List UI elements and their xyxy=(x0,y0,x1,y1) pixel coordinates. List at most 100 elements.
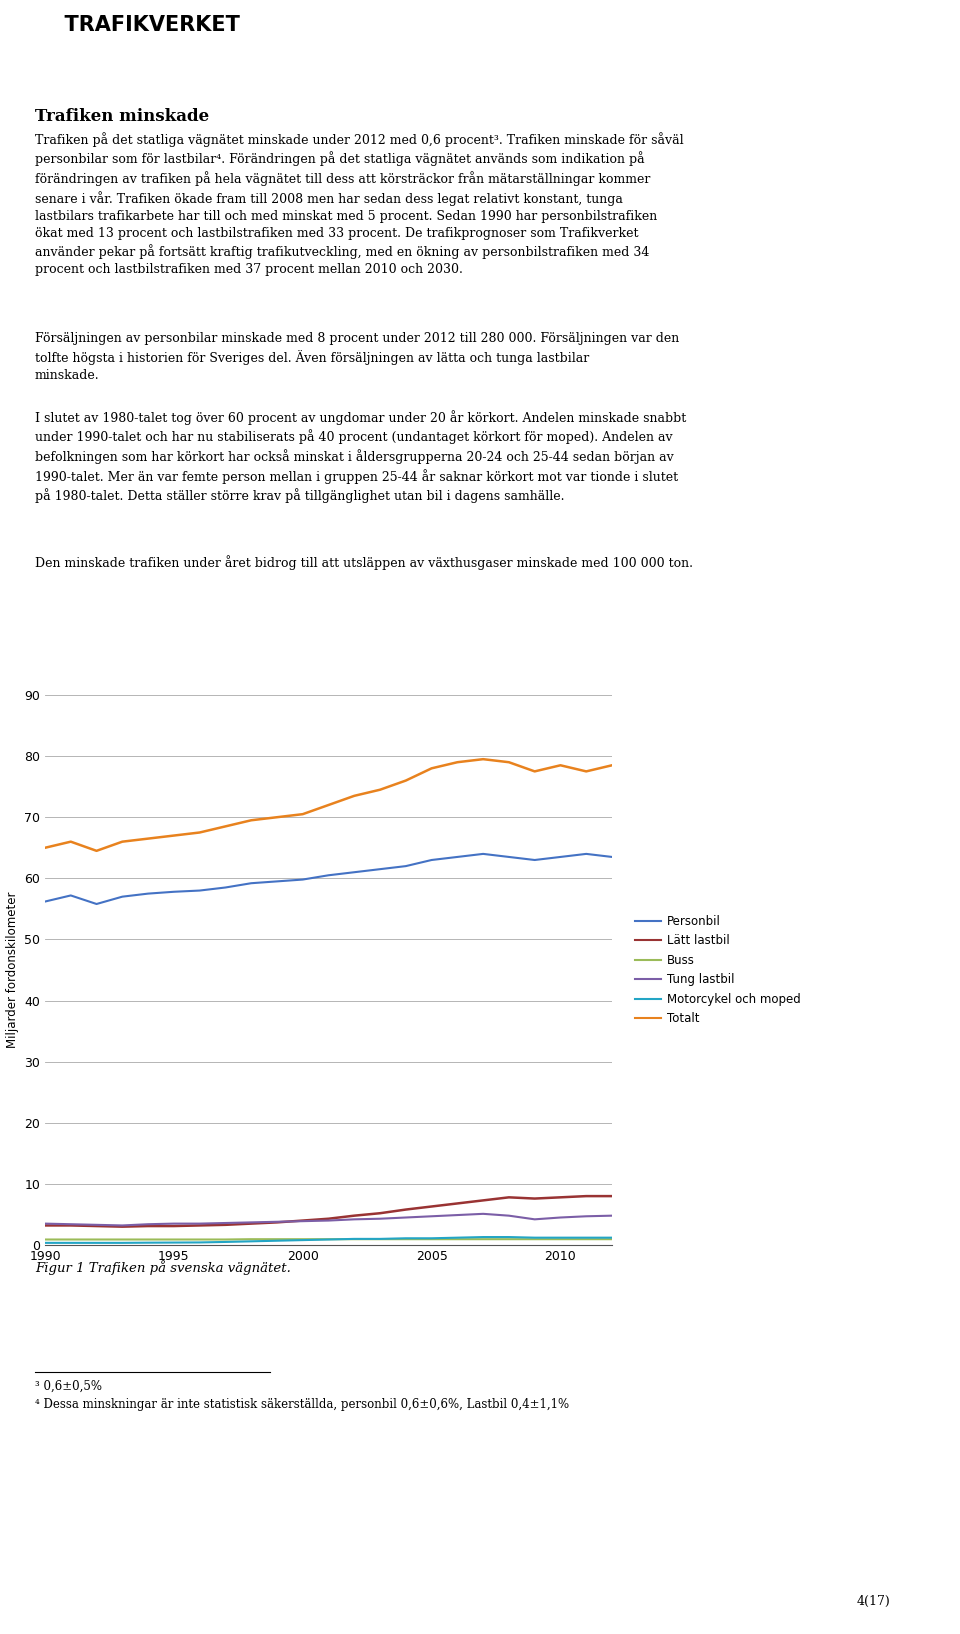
Personbil xyxy=(581,845,592,864)
Lätt lastbil xyxy=(477,1191,489,1211)
Buss xyxy=(168,1230,180,1250)
Text: Den minskade trafiken under året bidrog till att utsläppen av växthusgaser minsk: Den minskade trafiken under året bidrog … xyxy=(35,556,693,570)
Tung lastbil xyxy=(271,1212,282,1232)
Buss xyxy=(246,1229,257,1248)
Buss xyxy=(477,1229,489,1248)
Lätt lastbil xyxy=(116,1217,128,1237)
Motorcykel och moped xyxy=(116,1234,128,1253)
Tung lastbil xyxy=(348,1209,360,1229)
Totalt xyxy=(503,752,515,771)
Buss xyxy=(529,1229,540,1248)
Tung lastbil xyxy=(581,1206,592,1226)
Motorcykel och moped xyxy=(297,1230,308,1250)
Totalt xyxy=(116,832,128,851)
Totalt xyxy=(529,761,540,781)
Motorcykel och moped xyxy=(426,1229,438,1248)
Tung lastbil xyxy=(426,1206,438,1226)
Buss xyxy=(323,1229,334,1248)
Motorcykel och moped xyxy=(451,1227,463,1247)
Y-axis label: Miljarder fordonskilometer: Miljarder fordonskilometer xyxy=(6,892,18,1049)
Motorcykel och moped xyxy=(65,1234,77,1253)
Totalt xyxy=(168,825,180,845)
Text: 4(17): 4(17) xyxy=(856,1595,890,1608)
Buss xyxy=(503,1229,515,1248)
Totalt xyxy=(194,822,205,842)
Lätt lastbil xyxy=(246,1214,257,1234)
Motorcykel och moped xyxy=(400,1229,412,1248)
Personbil xyxy=(91,894,103,913)
Text: Figur 1 Trafiken på svenska vägnätet.: Figur 1 Trafiken på svenska vägnätet. xyxy=(35,1260,291,1275)
Personbil xyxy=(374,859,386,879)
Lätt lastbil xyxy=(581,1186,592,1206)
Buss xyxy=(65,1230,77,1250)
Text: Trafiken minskade: Trafiken minskade xyxy=(35,108,209,124)
Motorcykel och moped xyxy=(374,1229,386,1248)
Lätt lastbil xyxy=(323,1209,334,1229)
Line: Motorcykel och moped: Motorcykel och moped xyxy=(45,1237,612,1243)
Lätt lastbil xyxy=(555,1188,566,1208)
Motorcykel och moped xyxy=(271,1230,282,1250)
Buss xyxy=(91,1230,103,1250)
Personbil xyxy=(607,846,618,866)
Personbil xyxy=(477,845,489,864)
Line: Personbil: Personbil xyxy=(45,855,612,904)
Tung lastbil xyxy=(220,1212,231,1232)
Motorcykel och moped xyxy=(91,1234,103,1253)
Personbil xyxy=(194,881,205,900)
Totalt xyxy=(297,804,308,824)
Motorcykel och moped xyxy=(529,1227,540,1247)
Motorcykel och moped xyxy=(323,1230,334,1250)
Buss xyxy=(400,1229,412,1248)
Tung lastbil xyxy=(555,1208,566,1227)
Buss xyxy=(39,1230,51,1250)
Totalt xyxy=(220,817,231,837)
Totalt xyxy=(451,752,463,771)
Buss xyxy=(581,1229,592,1248)
Tung lastbil xyxy=(91,1216,103,1235)
Totalt xyxy=(246,810,257,830)
Tung lastbil xyxy=(323,1211,334,1230)
Motorcykel och moped xyxy=(555,1227,566,1247)
Buss xyxy=(220,1230,231,1250)
Lätt lastbil xyxy=(348,1206,360,1226)
Tung lastbil xyxy=(39,1214,51,1234)
Lätt lastbil xyxy=(503,1188,515,1208)
Buss xyxy=(271,1229,282,1248)
Buss xyxy=(194,1230,205,1250)
Lätt lastbil xyxy=(271,1212,282,1232)
Tung lastbil xyxy=(374,1209,386,1229)
Legend: Personbil, Lätt lastbil, Buss, Tung lastbil, Motorcykel och moped, Totalt: Personbil, Lätt lastbil, Buss, Tung last… xyxy=(635,915,801,1025)
Totalt xyxy=(400,771,412,791)
Personbil xyxy=(220,877,231,897)
Buss xyxy=(348,1229,360,1248)
Motorcykel och moped xyxy=(348,1229,360,1248)
Tung lastbil xyxy=(477,1204,489,1224)
Motorcykel och moped xyxy=(220,1232,231,1252)
Lätt lastbil xyxy=(65,1216,77,1235)
Text: Försäljningen av personbilar minskade med 8 procent under 2012 till 280 000. För: Försäljningen av personbilar minskade me… xyxy=(35,332,680,382)
Personbil xyxy=(116,887,128,907)
Personbil xyxy=(246,874,257,894)
Lätt lastbil xyxy=(39,1216,51,1235)
Tung lastbil xyxy=(194,1214,205,1234)
Personbil xyxy=(451,846,463,866)
Lätt lastbil xyxy=(91,1216,103,1235)
Buss xyxy=(297,1229,308,1248)
Motorcykel och moped xyxy=(503,1227,515,1247)
Personbil xyxy=(348,863,360,882)
Personbil xyxy=(65,886,77,905)
Text: ⁴ Dessa minskningar är inte statistisk säkerställda, personbil 0,6±0,6%, Lastbil: ⁴ Dessa minskningar är inte statistisk s… xyxy=(35,1399,569,1412)
Lätt lastbil xyxy=(607,1186,618,1206)
Totalt xyxy=(142,828,154,848)
Lätt lastbil xyxy=(529,1190,540,1209)
Totalt xyxy=(39,838,51,858)
Totalt xyxy=(607,755,618,775)
Buss xyxy=(142,1230,154,1250)
Text: Trafiken på det statliga vägnätet minskade under 2012 med 0,6 procent³. Trafiken: Trafiken på det statliga vägnätet minska… xyxy=(35,132,684,276)
Motorcykel och moped xyxy=(581,1227,592,1247)
Motorcykel och moped xyxy=(477,1227,489,1247)
Tung lastbil xyxy=(246,1212,257,1232)
Lätt lastbil xyxy=(400,1199,412,1219)
Motorcykel och moped xyxy=(194,1232,205,1252)
Buss xyxy=(555,1229,566,1248)
